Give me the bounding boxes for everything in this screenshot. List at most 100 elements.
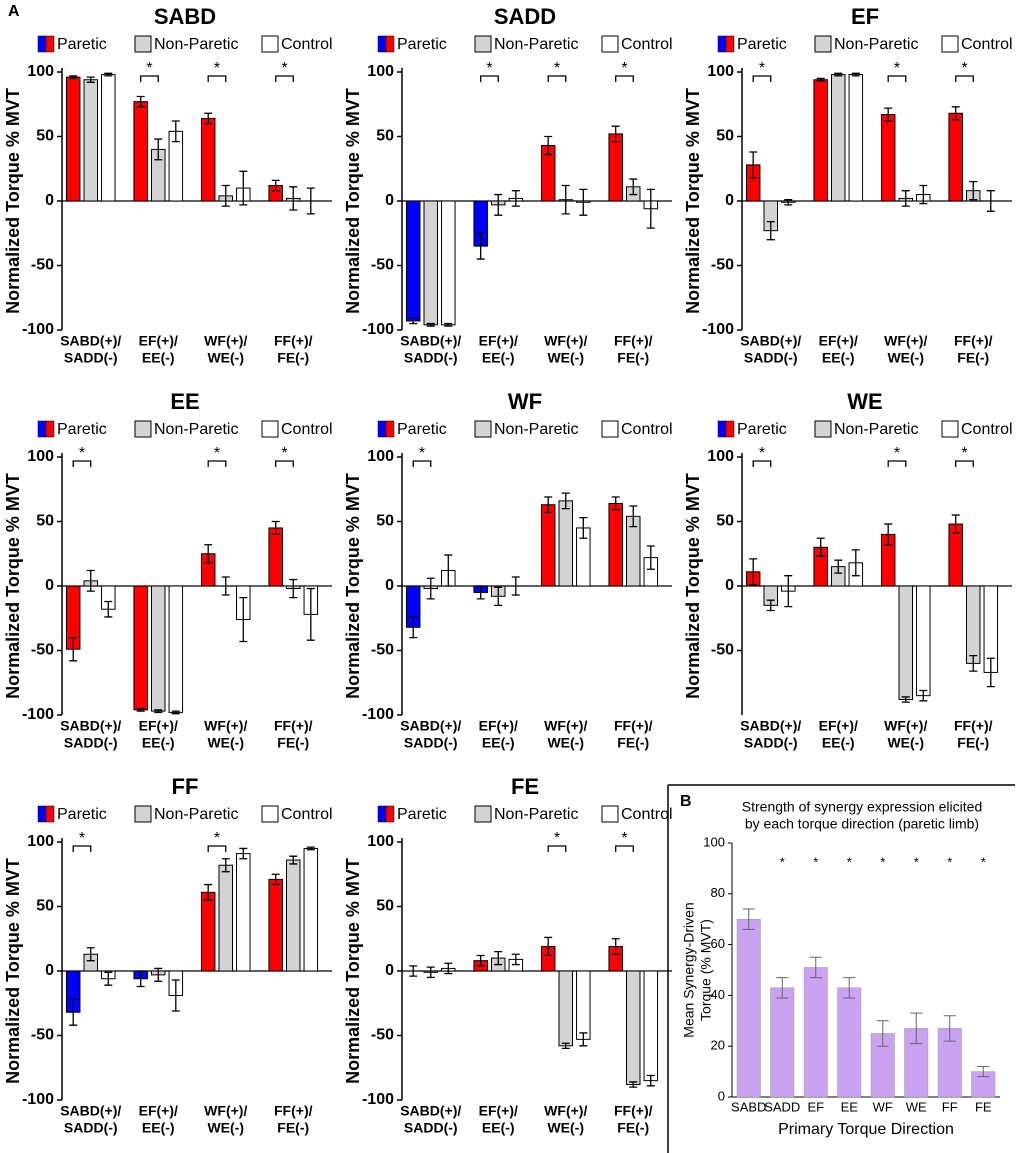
- bar: [813, 79, 828, 202]
- x-tick-label: SADD(-): [744, 735, 798, 751]
- x-tick-label: SADD(-): [404, 1120, 458, 1136]
- legend-label: Non-Paretic: [494, 421, 578, 438]
- y-tick-label: 50: [716, 128, 734, 145]
- y-tick-label: 100: [707, 448, 734, 465]
- legend-label: Paretic: [397, 806, 447, 823]
- error-bar: [919, 689, 928, 702]
- error-bar: [289, 186, 298, 211]
- y-tick-label: 100: [707, 63, 734, 80]
- x-tick-label: FF(+)/: [274, 333, 313, 349]
- y-tick-label: -100: [22, 1091, 54, 1108]
- error-bar: [884, 107, 893, 122]
- significance-star: *: [914, 854, 919, 869]
- error-bar: [239, 847, 248, 860]
- y-tick-label: -50: [711, 642, 734, 659]
- bar: [133, 101, 148, 202]
- chart-title: EE: [170, 389, 199, 414]
- y-axis-label: Normalized Torque % MVT: [343, 88, 363, 314]
- bar: [268, 878, 283, 972]
- x-tick-label: SADD(-): [64, 350, 118, 366]
- bar: [83, 79, 98, 202]
- x-tick-label: EF(+)/: [819, 333, 858, 349]
- significance-star: *: [281, 60, 287, 77]
- y-tick-label: 0: [718, 1088, 725, 1103]
- legend-swatch: [385, 35, 395, 53]
- legend-label: Paretic: [57, 36, 107, 53]
- bar: [65, 76, 81, 202]
- legend-swatch: [814, 420, 832, 438]
- legend-swatch: [474, 420, 492, 438]
- significance-bracket: [207, 845, 227, 852]
- y-tick-label: 20: [711, 1038, 725, 1053]
- y-tick-label: -100: [22, 321, 54, 338]
- x-axis-label: Primary Torque Direction: [778, 1121, 954, 1138]
- significance-star: *: [894, 60, 900, 77]
- y-tick-label: 80: [711, 885, 725, 900]
- legend-swatch: [261, 420, 279, 438]
- legend-label: Non-Paretic: [154, 36, 238, 53]
- legend-swatch: [601, 35, 619, 53]
- significance-bracket: [887, 75, 907, 82]
- bar: [540, 504, 556, 587]
- legend-swatch: [37, 420, 47, 438]
- x-tick-label: EF(+)/: [479, 333, 518, 349]
- y-tick-label: 0: [385, 962, 394, 979]
- chart-title: WF: [508, 389, 542, 414]
- error-bar: [969, 181, 978, 201]
- x-tick-label: WF(+)/: [544, 333, 587, 349]
- significance-bracket: [207, 75, 227, 82]
- chart-title: Strength of synergy expression elicited: [742, 799, 982, 815]
- x-tick-label: FF(+)/: [954, 718, 993, 734]
- significance-star: *: [621, 60, 627, 77]
- x-tick-label: SABD(+)/: [400, 1103, 461, 1119]
- significance-star: *: [214, 445, 220, 462]
- legend-swatch: [601, 805, 619, 823]
- x-tick-label: SABD(+)/: [740, 333, 801, 349]
- bar: [218, 864, 233, 972]
- error-bar: [221, 184, 230, 207]
- x-tick-label: SABD(+)/: [740, 718, 801, 734]
- bar: [151, 585, 166, 712]
- error-bar: [239, 596, 248, 643]
- error-bar: [951, 514, 960, 534]
- error-bar: [69, 75, 78, 80]
- error-bar: [544, 936, 553, 957]
- significance-star: *: [894, 445, 900, 462]
- significance-star: *: [961, 445, 967, 462]
- x-tick-label: FE(-): [617, 1120, 649, 1136]
- x-tick-label: WF(+)/: [884, 718, 927, 734]
- error-bar: [611, 125, 620, 143]
- legend-label: Non-Paretic: [154, 806, 238, 823]
- x-tick-label: EE: [841, 1099, 859, 1114]
- error-bar: [289, 578, 298, 599]
- x-tick-label: EE(-): [142, 1120, 175, 1136]
- significance-bracket: [275, 460, 294, 467]
- significance-star: *: [880, 854, 885, 869]
- chart-title: SADD: [494, 4, 556, 29]
- legend-label: Control: [621, 36, 673, 53]
- error-bar: [809, 956, 822, 979]
- bar: [558, 500, 573, 587]
- error-bar: [511, 953, 520, 966]
- error-bar: [784, 575, 793, 608]
- error-bar: [834, 559, 843, 574]
- significance-bracket: [615, 845, 634, 852]
- error-bar: [171, 710, 180, 715]
- bar: [608, 502, 623, 587]
- bar: [576, 970, 591, 1040]
- significance-star: *: [146, 60, 152, 77]
- y-tick-label: 100: [27, 833, 54, 850]
- x-tick-label: SADD(-): [404, 735, 458, 751]
- x-tick-label: WE: [906, 1099, 927, 1114]
- legend-swatch: [725, 35, 735, 53]
- bar: [848, 74, 864, 202]
- legend-label: Non-Paretic: [154, 421, 238, 438]
- x-tick-label: WF(+)/: [204, 333, 247, 349]
- y-tick-label: 40: [711, 987, 725, 1002]
- y-tick-label: 100: [27, 63, 54, 80]
- significance-bracket: [72, 845, 92, 852]
- significance-star: *: [759, 60, 765, 77]
- significance-bracket: [275, 75, 294, 82]
- bar: [558, 970, 573, 1047]
- error-bar: [409, 317, 418, 325]
